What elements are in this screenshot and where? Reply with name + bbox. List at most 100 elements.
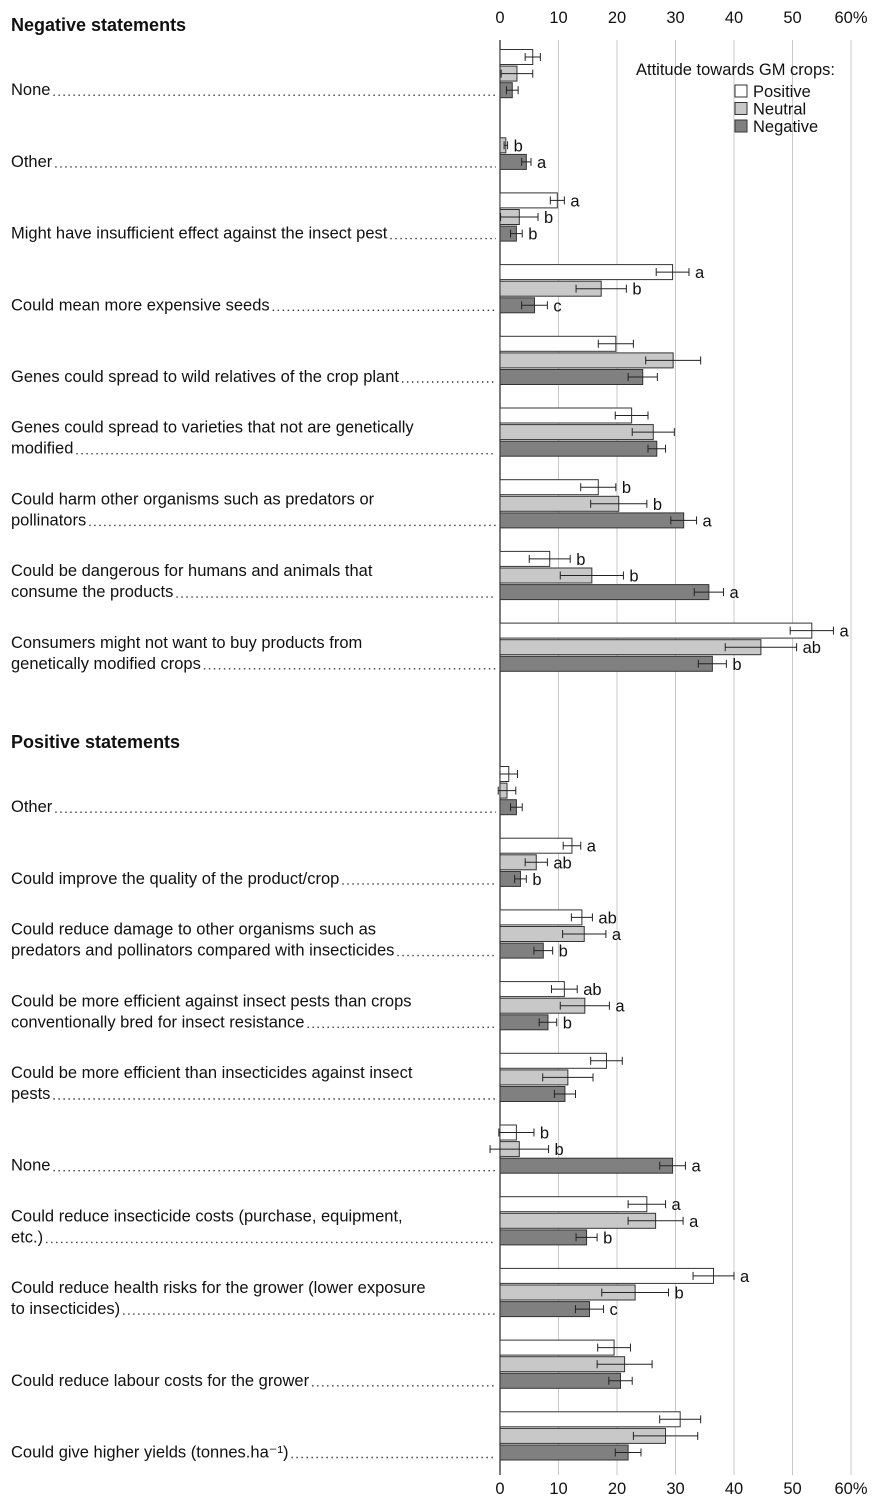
bar <box>499 369 644 385</box>
significance-letter: a <box>691 1158 701 1176</box>
legend-label: Neutral <box>753 101 806 119</box>
bar <box>499 655 713 672</box>
significance-letter: b <box>674 1285 683 1303</box>
category-label: etc.) <box>11 1228 43 1246</box>
x-tick-label-bottom: 60% <box>834 1480 867 1498</box>
category-label: None <box>11 81 50 99</box>
significance-letter: a <box>570 192 580 210</box>
category-label: Consumers might not want to buy products… <box>11 634 362 652</box>
significance-letter: a <box>729 584 739 602</box>
significance-letter: ab <box>598 909 616 927</box>
x-tick-label-top: 20 <box>608 9 626 27</box>
bar <box>499 1196 648 1213</box>
category-label: Could be dangerous for humans and animal… <box>11 562 373 580</box>
bar <box>499 1339 615 1356</box>
bar <box>499 424 654 441</box>
category-label: Could reduce damage to other organisms s… <box>11 921 376 939</box>
significance-letter: b <box>576 551 585 569</box>
category-label: None <box>11 1157 50 1175</box>
category-label: Could reduce insecticide costs (purchase… <box>11 1207 403 1225</box>
x-tick-label-bottom: 0 <box>495 1480 504 1498</box>
category-label: to insecticides) <box>11 1300 120 1318</box>
bar <box>499 1411 681 1428</box>
significance-letter: b <box>559 943 568 961</box>
significance-letter: a <box>703 512 713 530</box>
category-label: Could be more efficient against insect p… <box>11 992 412 1010</box>
significance-letter: a <box>615 998 625 1016</box>
category-label: genetically modified crops <box>11 655 201 673</box>
legend-label: Negative <box>753 118 818 136</box>
significance-letter: b <box>528 226 537 244</box>
x-tick-label-bottom: 20 <box>608 1480 626 1498</box>
category-label: consume the products <box>11 583 173 601</box>
significance-letter: c <box>553 297 561 315</box>
significance-letter: b <box>563 1014 572 1032</box>
significance-letter: b <box>603 1229 612 1247</box>
significance-letter: ab <box>583 981 601 999</box>
category-label: Could reduce health risks for the grower… <box>11 1279 426 1297</box>
legend-label: Positive <box>753 83 811 101</box>
legend-swatch <box>734 102 748 115</box>
x-tick-label-top: 40 <box>725 9 743 27</box>
legend-title: Attitude towards GM crops: <box>636 61 835 79</box>
significance-letter: b <box>653 496 662 514</box>
bar <box>499 1229 588 1246</box>
bar <box>499 407 633 424</box>
significance-letter: b <box>514 137 523 155</box>
category-label: conventionally bred for insect resistanc… <box>11 1013 305 1031</box>
x-tick-label-top: 10 <box>549 9 567 27</box>
significance-letter: c <box>610 1301 618 1319</box>
significance-letter: a <box>740 1268 750 1286</box>
significance-letter: a <box>672 1196 682 1214</box>
x-tick-label-bottom: 30 <box>666 1480 684 1498</box>
bar <box>499 639 762 656</box>
bar <box>499 909 583 926</box>
category-label: Genes could spread to wild relatives of … <box>11 368 399 386</box>
category-label: Other <box>11 153 53 171</box>
x-tick-label-top: 0 <box>495 9 504 27</box>
category-label: Could improve the quality of the product… <box>11 870 339 888</box>
bar <box>499 584 710 601</box>
bar <box>499 1267 715 1284</box>
section-title: Positive statements <box>11 732 180 752</box>
category-label: Could reduce labour costs for the grower <box>11 1372 310 1390</box>
significance-letter: ab <box>553 854 571 872</box>
significance-letter: a <box>689 1213 699 1231</box>
x-tick-label-top: 30 <box>666 9 684 27</box>
x-tick-label-bottom: 40 <box>725 1480 743 1498</box>
significance-letter: b <box>632 281 641 299</box>
category-label: Might have insufficient effect against t… <box>11 225 388 243</box>
section-title: Negative statements <box>11 15 186 35</box>
x-tick-label-top: 60% <box>834 9 867 27</box>
category-label: modified <box>11 440 73 458</box>
x-tick-label-bottom: 10 <box>549 1480 567 1498</box>
significance-letter: b <box>555 1141 564 1159</box>
significance-letter: b <box>540 1125 549 1143</box>
category-label: Could be more efficient than insecticide… <box>11 1064 413 1082</box>
category-label: pests <box>11 1085 50 1103</box>
bar <box>499 264 674 281</box>
significance-letter: a <box>839 623 849 641</box>
significance-letter: b <box>544 209 553 227</box>
category-label: predators and pollinators compared with … <box>11 942 394 960</box>
x-tick-label-bottom: 50 <box>783 1480 801 1498</box>
significance-letter: b <box>732 656 741 674</box>
significance-letter: b <box>532 871 541 889</box>
category-label: Other <box>11 798 53 816</box>
bar <box>499 837 573 854</box>
significance-letter: a <box>695 264 705 282</box>
legend-swatch <box>734 84 748 98</box>
legend-swatch <box>734 119 748 133</box>
bar <box>499 1157 674 1174</box>
x-tick-label-top: 50 <box>783 9 801 27</box>
bar <box>499 1444 629 1461</box>
bar <box>499 192 558 209</box>
significance-letter: b <box>622 479 631 497</box>
significance-letter: b <box>629 568 638 586</box>
category-label: pollinators <box>11 511 86 529</box>
bar <box>499 1372 622 1389</box>
significance-letter: a <box>612 926 622 944</box>
significance-letter: ab <box>803 639 821 657</box>
bar <box>499 622 813 639</box>
